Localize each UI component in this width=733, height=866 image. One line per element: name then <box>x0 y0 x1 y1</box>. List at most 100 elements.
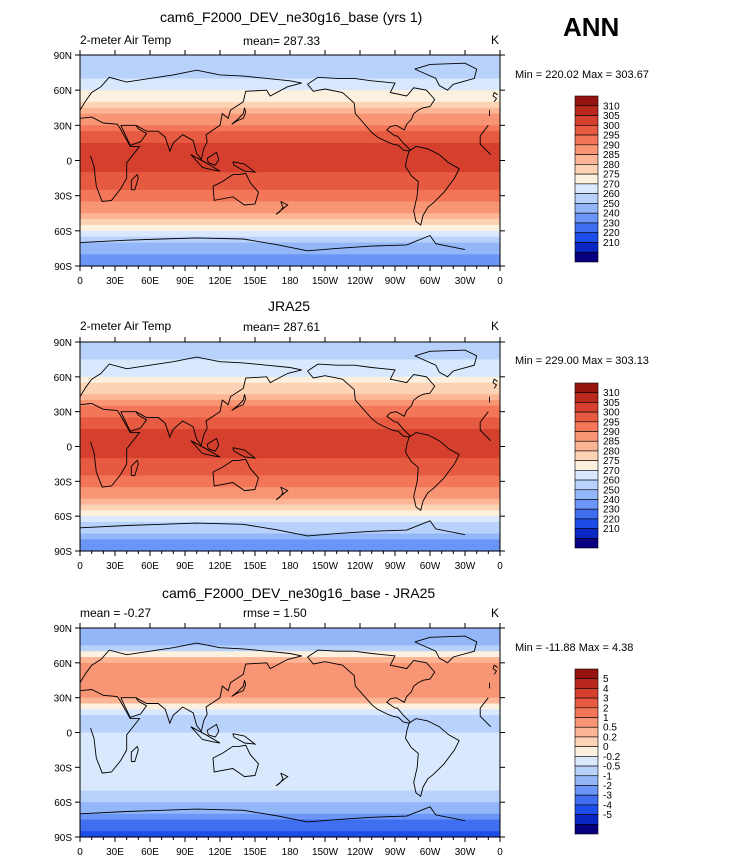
colorbar-label: -1 <box>603 771 612 782</box>
coastline <box>479 422 492 442</box>
field-band <box>80 475 500 482</box>
colorbar-swatch <box>574 134 599 146</box>
x-tick-label: 30E <box>106 276 124 287</box>
field-band <box>80 172 500 179</box>
colorbar-swatch <box>574 242 599 253</box>
field-band <box>80 183 500 191</box>
field-band <box>80 342 500 349</box>
coastline <box>232 733 257 745</box>
colorbar-swatch <box>574 222 599 234</box>
field-band <box>80 510 500 517</box>
panel-1-title: cam6_F2000_DEV_ne30g16_base (yrs 1) <box>160 9 423 25</box>
colorbar-label: -0.2 <box>603 752 621 763</box>
x-tick-label: 0 <box>77 847 83 858</box>
field-band <box>80 633 500 641</box>
colorbar-swatch <box>574 402 599 413</box>
field-band <box>80 487 500 494</box>
field-band <box>80 767 500 774</box>
y-tick-label: 60S <box>54 227 72 238</box>
colorbar-label: -3 <box>603 791 612 802</box>
colorbar-swatch <box>574 794 599 806</box>
colorbar-label: 295 <box>603 131 620 142</box>
field-band <box>80 359 500 366</box>
colorbar-swatch <box>574 382 599 394</box>
colorbar-label: 280 <box>603 446 620 457</box>
field-band <box>80 819 500 826</box>
field-band <box>80 219 500 226</box>
colorbar-2: 3103053002952902852802752702602502402302… <box>574 382 620 549</box>
colorbar-swatch <box>574 470 599 481</box>
map-panel-2: 90N 60N 30N 0 30S 60S 90S 0 30E 60E 90E 120E 150E 180… <box>54 337 620 572</box>
colorbar-swatch <box>574 688 599 699</box>
field-band <box>80 236 500 244</box>
colorbar-swatch <box>574 726 599 738</box>
field-band <box>80 189 500 197</box>
colorbar-swatch <box>574 765 599 777</box>
field-band <box>80 796 500 803</box>
colorbar-label: 250 <box>603 485 620 496</box>
panel-1-minmax: Min = 220.02 Max = 303.67 <box>515 69 649 81</box>
colorbar-label: 0 <box>603 742 609 753</box>
coastline <box>492 91 498 103</box>
x-tick-label: 30W <box>455 276 476 287</box>
colorbar-label: 4 <box>603 684 609 695</box>
x-tick-label: 60W <box>420 847 441 858</box>
coastline <box>79 403 141 488</box>
field-band <box>80 738 500 745</box>
field-band <box>80 213 500 220</box>
field-band <box>80 429 500 436</box>
colorbar-swatch <box>574 479 599 491</box>
coastline <box>206 151 220 166</box>
colorbar-1: 3103053002952902852802752702602502402302… <box>574 95 620 263</box>
coastline <box>206 437 220 452</box>
coastline <box>79 116 141 202</box>
x-tick-label: 60W <box>420 561 441 572</box>
field-band <box>80 201 500 208</box>
coastline <box>231 394 247 411</box>
y-tick-label: 30N <box>54 408 72 419</box>
colorbar-label: 260 <box>603 189 620 200</box>
colorbar-label: 290 <box>603 427 620 438</box>
x-tick-label: 120W <box>347 561 374 572</box>
map-panel-1: 90N 60N 30N 0 30S 60S 90S 0 30E 60E 90E 120E 150E 180… <box>54 50 620 287</box>
colorbar-swatch <box>574 489 599 500</box>
colorbar-label: 220 <box>603 228 620 239</box>
coastline <box>405 718 460 798</box>
field-band <box>80 628 500 635</box>
x-tick-label: 0 <box>77 561 83 572</box>
coastline <box>307 363 436 438</box>
colorbar-swatch <box>574 518 599 529</box>
field-band <box>80 807 500 815</box>
coastline <box>212 458 260 492</box>
colorbar-label: 285 <box>603 437 620 448</box>
coastline <box>130 459 139 476</box>
field-band <box>80 732 500 739</box>
field-band <box>80 371 500 378</box>
field-band <box>80 260 500 267</box>
colorbar-label: 2 <box>603 703 609 714</box>
field-band <box>80 697 500 705</box>
field-band <box>80 458 500 465</box>
colorbar-label: 210 <box>603 524 620 535</box>
field-band <box>80 527 500 535</box>
coastline <box>492 664 498 675</box>
field-band <box>80 744 500 751</box>
coastline <box>190 726 221 744</box>
coastline <box>120 369 302 447</box>
field-band <box>80 55 500 62</box>
colorbar-label: 210 <box>603 238 620 249</box>
x-tick-label: 30E <box>106 561 124 572</box>
field-band <box>80 662 500 670</box>
field-band <box>80 125 500 132</box>
field-band <box>80 802 500 809</box>
x-tick-label: 150E <box>243 276 267 287</box>
coastline <box>79 806 466 823</box>
x-tick-label: 60W <box>420 276 441 287</box>
coastline <box>190 154 221 172</box>
panel-3-units-label: K <box>491 606 500 620</box>
field-band <box>80 101 500 109</box>
colorbar-label: 310 <box>603 388 620 399</box>
field-band <box>80 96 500 103</box>
field-band <box>80 831 500 838</box>
colorbar-swatch <box>574 668 599 680</box>
